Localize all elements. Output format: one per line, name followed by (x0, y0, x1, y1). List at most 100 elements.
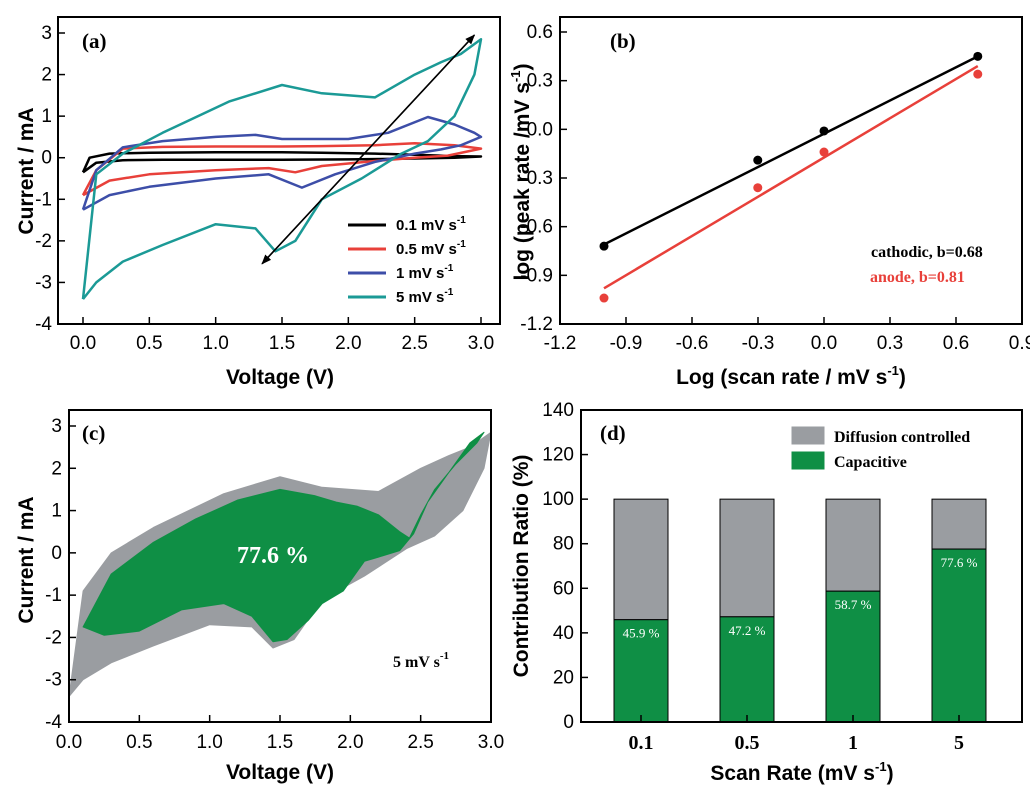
x-tick-label: 3.0 (468, 333, 494, 354)
y-tick-label: 20 (553, 667, 574, 688)
legend-label: 0.5 mV s-1 (396, 239, 466, 258)
x-tick-label: 1.0 (196, 732, 222, 753)
bar-diffusion (931, 498, 987, 550)
x-tick-label: 5 (954, 732, 964, 754)
y-tick-label: 0 (41, 148, 52, 169)
panel-b-ticks: -1.2 -0.9 -0.6 -0.3 0.0 0.3 0.6 0.9 -1.2 -0.9 -0.6… (520, 22, 1030, 354)
cv-curve (81, 115, 483, 211)
cv-curve (81, 141, 483, 197)
legend-label: Diffusion controlled (834, 429, 970, 446)
panel-a-frame (57, 16, 501, 325)
x-tick-label: 2.0 (337, 732, 363, 753)
y-tick-label: -4 (45, 712, 62, 733)
x-tick-label: 0.0 (70, 333, 96, 354)
y-tick-label: 100 (542, 489, 574, 510)
y-tick-label: 3 (41, 23, 52, 44)
x-tick-label: -0.6 (676, 333, 709, 354)
x-tick-label: -0.9 (610, 333, 643, 354)
x-tick-label: 2.0 (335, 333, 361, 354)
legend-label-sup: -1 (457, 215, 466, 226)
data-point (753, 155, 763, 165)
x-tick-label: -1.2 (544, 333, 577, 354)
legend-label: Capacitive (834, 454, 907, 471)
panel-b-series (599, 51, 983, 303)
x-tick-label: 1.5 (269, 333, 295, 354)
panel-a-label: (a) (82, 29, 107, 53)
bar-capacitive (613, 619, 669, 723)
x-tick-label: 0.1 (629, 732, 654, 754)
y-tick-label: 0 (51, 543, 62, 564)
x-tick-label: 0.3 (877, 333, 903, 354)
panel-a: 0.0 0.5 1.0 1.5 2.0 2.5 3.0 -4 -3 -2 -1 0 1 2 3 (a) Vo… (15, 16, 501, 389)
data-point (819, 126, 829, 136)
cv-curve (81, 37, 483, 300)
panel-d-bars: 45.9 % 47.2 % 58.7 % 77.6 % (613, 498, 987, 723)
data-point (599, 293, 609, 303)
panel-d: 45.9 % 47.2 % 58.7 % 77.6 % 0 20 40 60 80 100 120… (510, 400, 1023, 785)
x-tick-label: 0.0 (811, 333, 837, 354)
cv-curve (81, 151, 483, 174)
bar-diffusion (719, 498, 775, 618)
legend-label-sup: -1 (444, 263, 453, 274)
y-tick-label: 40 (553, 623, 574, 644)
panel-d-xlabel-main: Scan Rate (mV s (710, 762, 875, 785)
fit-line (603, 64, 979, 290)
y-tick-label: 0.6 (527, 22, 553, 43)
y-tick-label: 0.0 (527, 119, 553, 140)
y-tick-label: -0.3 (520, 168, 553, 189)
bar-value-label: 58.7 % (835, 597, 872, 612)
x-tick-label: 2.5 (407, 732, 433, 753)
panel-b-ylabel: log (peak rate /mV s-1) (508, 64, 534, 281)
legend-label-main: 0.5 mV s (396, 241, 457, 258)
panel-b-ylabel-main: log (peak rate /mV s (511, 82, 534, 280)
fit-line (603, 55, 979, 246)
panel-a-ticks: 0.0 0.5 1.0 1.5 2.0 2.5 3.0 -4 -3 -2 -1 0 1 2 3 (35, 23, 494, 354)
x-tick-label: 0.5 (126, 732, 152, 753)
x-tick-label: 0.9 (1009, 333, 1030, 354)
x-tick-label: 3.0 (478, 732, 504, 753)
panel-d-xlabel: Scan Rate (mV s-1) (710, 759, 893, 785)
legend-label: 0.1 mV s-1 (396, 215, 466, 234)
panel-b-xlabel-main: Log (scan rate / mV s (676, 366, 887, 389)
cathodic-annotation: cathodic, b=0.68 (871, 244, 983, 261)
panel-c-ylabel: Current / mA (15, 496, 38, 623)
bar-capacitive (825, 590, 881, 723)
y-tick-label: 1 (51, 501, 62, 522)
legend-label-sup: -1 (444, 287, 453, 298)
panel-a-xlabel: Voltage (V) (226, 366, 334, 389)
trend-arrow-end (261, 34, 475, 265)
y-tick-label: -1.2 (520, 314, 553, 335)
x-tick-label: 0.5 (735, 732, 760, 754)
y-tick-label: -4 (35, 314, 52, 335)
panel-d-xlabel-end: ) (887, 762, 894, 785)
y-tick-label: 60 (553, 578, 574, 599)
panel-a-ylabel: Current / mA (15, 107, 38, 234)
y-tick-label: -2 (45, 627, 62, 648)
legend-swatch (791, 426, 825, 445)
x-tick-label: 0.6 (943, 333, 969, 354)
y-tick-label: -1 (45, 585, 62, 606)
legend-label-main: 5 mV s (396, 289, 444, 306)
x-tick-label: 2.5 (401, 333, 427, 354)
x-tick-label: 0.0 (56, 732, 82, 753)
panel-b: -1.2 -0.9 -0.6 -0.3 0.0 0.3 0.6 0.9 -1.2 -0.9 -0.6… (508, 16, 1030, 389)
y-tick-label: -2 (35, 231, 52, 252)
bar-capacitive (719, 616, 775, 723)
y-tick-label: 2 (41, 65, 52, 86)
y-tick-label: -3 (45, 670, 62, 691)
x-tick-label: 1 (848, 732, 858, 754)
panel-c: 0.0 0.5 1.0 1.5 2.0 2.5 3.0 -4 -3 -2 -1 0 1 2 3 (c) 77… (15, 409, 504, 784)
x-tick-label: 1.0 (202, 333, 228, 354)
legend-label-main: 0.1 mV s (396, 217, 457, 234)
legend-label: 5 mV s-1 (396, 287, 454, 306)
y-tick-label: -0.6 (520, 217, 553, 238)
x-tick-label: 1.5 (267, 732, 293, 753)
legend-label-main: 1 mV s (396, 265, 444, 282)
y-tick-label: 0 (563, 712, 574, 733)
y-tick-label: 1 (41, 106, 52, 127)
panel-b-ylabel-end: ) (511, 64, 534, 71)
bar-value-label: 47.2 % (729, 623, 766, 638)
y-tick-label: -1 (35, 189, 52, 210)
panel-d-ylabel: Contribution Ratio (%) (510, 455, 533, 678)
